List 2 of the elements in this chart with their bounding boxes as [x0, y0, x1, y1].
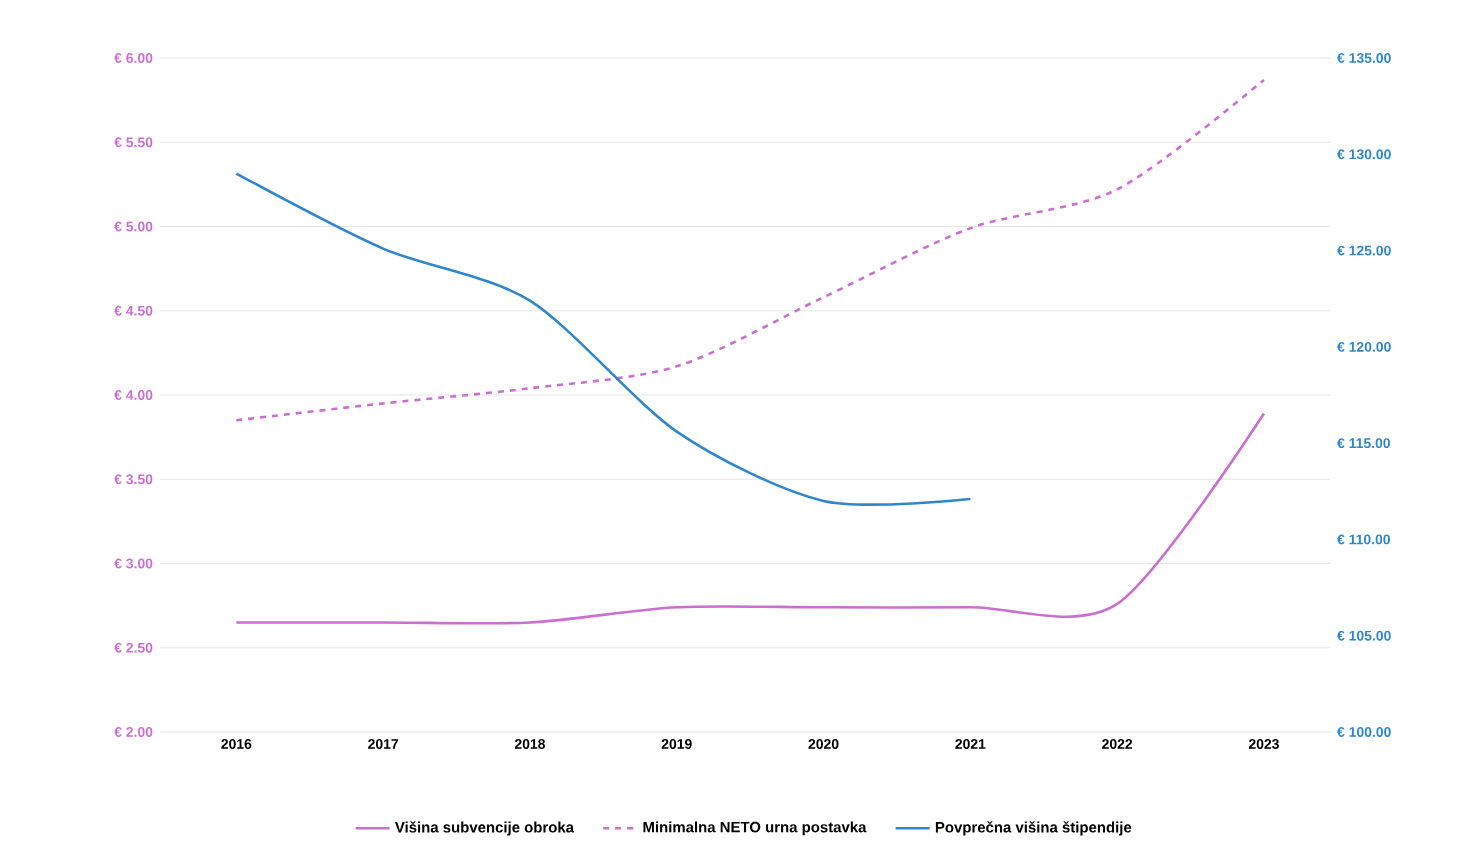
line-series [235, 412, 1266, 625]
line-series [235, 78, 1266, 422]
